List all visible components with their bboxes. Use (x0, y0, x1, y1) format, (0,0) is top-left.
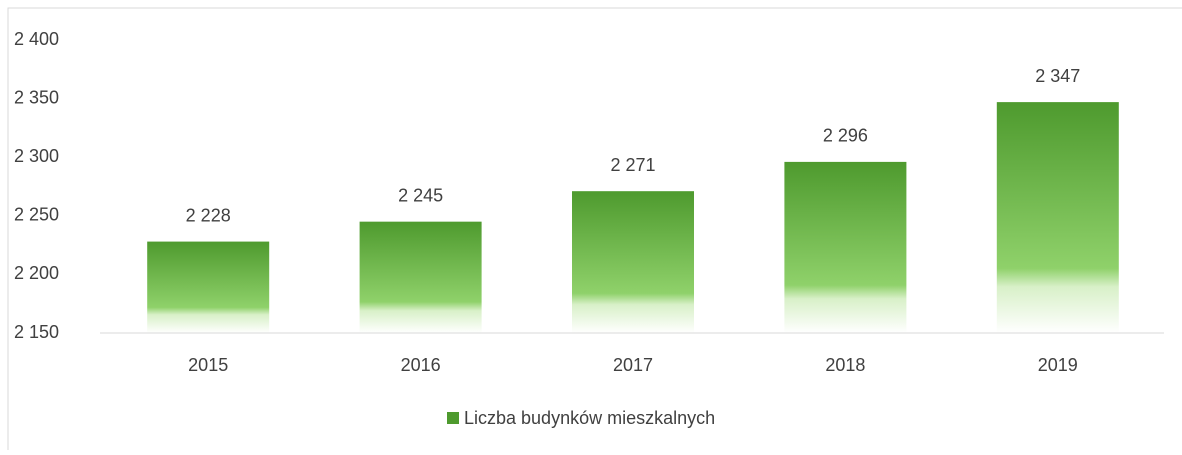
data-label: 2 245 (398, 185, 443, 205)
x-tick-label: 2016 (401, 355, 441, 375)
legend-label: Liczba budynków mieszkalnych (464, 408, 715, 428)
bar (996, 102, 1119, 333)
chart-frame (7, 7, 1182, 450)
data-label: 2 347 (1035, 66, 1080, 86)
bar (784, 161, 907, 333)
legend-swatch (447, 412, 459, 424)
x-tick-label: 2015 (188, 355, 228, 375)
y-tick-label: 2 300 (14, 146, 59, 166)
data-label: 2 296 (823, 126, 868, 146)
data-label: 2 271 (610, 155, 655, 175)
y-tick-label: 2 400 (14, 29, 59, 49)
bar (147, 241, 270, 333)
y-tick-label: 2 350 (14, 87, 59, 107)
x-tick-label: 2018 (825, 355, 865, 375)
bar (572, 191, 694, 333)
bar (359, 221, 482, 333)
x-tick-label: 2017 (613, 355, 653, 375)
data-label: 2 228 (186, 205, 231, 225)
y-tick-label: 2 200 (14, 263, 59, 283)
x-tick-label: 2019 (1038, 355, 1078, 375)
y-tick-label: 2 250 (14, 205, 59, 225)
y-tick-label: 2 150 (14, 322, 59, 342)
